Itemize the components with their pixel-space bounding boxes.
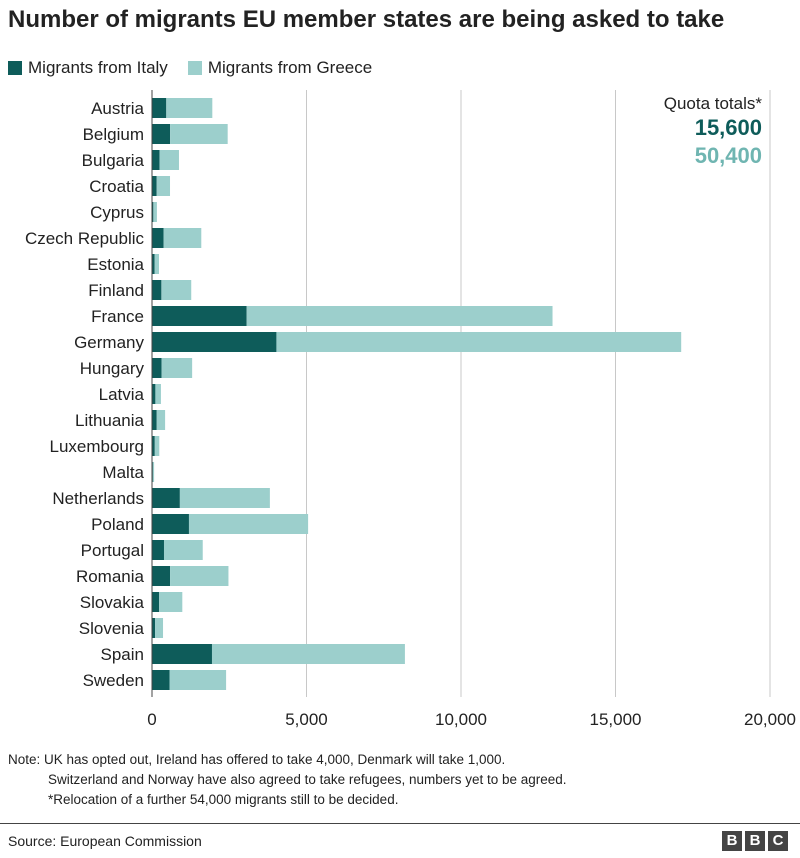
category-label: Lithuania [75,411,145,430]
bar-bulgaria-italy [152,150,160,170]
bar-poland-greece [188,514,309,534]
bar-germany-greece [276,332,682,352]
legend: Migrants from Italy Migrants from Greece [8,58,392,78]
legend-item-italy: Migrants from Italy [8,58,168,78]
quota-totals: Quota totals* 15,600 50,400 [664,94,762,170]
bar-slovakia-italy [152,592,160,612]
bar-netherlands-italy [152,488,180,508]
bar-spain-italy [152,644,212,664]
bar-luxembourg-italy [152,436,155,456]
bar-sweden-italy [152,670,170,690]
category-label: Malta [102,463,144,482]
category-label: Spain [101,645,144,664]
bar-france-greece [246,306,553,326]
bar-belgium-italy [152,124,171,144]
category-label: Sweden [83,671,144,690]
legend-label-greece: Migrants from Greece [207,58,373,77]
category-label: Portugal [81,541,144,560]
bar-netherlands-greece [179,488,270,508]
bar-portugal-greece [163,540,203,560]
quota-italy-total: 15,600 [694,115,762,140]
category-label: Germany [74,333,144,352]
bar-croatia-italy [152,176,157,196]
legend-label-italy: Migrants from Italy [28,58,168,77]
bar-cyprus-italy [152,202,154,222]
category-label: Netherlands [52,489,144,508]
category-label: Bulgaria [82,151,145,170]
legend-swatch-italy [8,61,22,75]
bar-slovakia-greece [159,592,183,612]
category-label: Croatia [89,177,144,196]
category-label: Poland [91,515,144,534]
bar-latvia-italy [152,384,156,404]
chart-title: Number of migrants EU member states are … [8,6,725,33]
bbc-logo-letter-1: B [722,831,742,851]
bar-slovenia-italy [152,618,156,638]
category-label: France [91,307,144,326]
bar-estonia-italy [152,254,155,274]
bar-portugal-italy [152,540,164,560]
bbc-logo: B B C [722,831,788,851]
category-label: Hungary [80,359,145,378]
legend-item-greece: Migrants from Greece [187,58,373,78]
category-label: Slovenia [79,619,145,638]
bar-bulgaria-greece [159,150,179,170]
legend-swatch-greece [187,61,202,75]
bar-croatia-greece [156,176,171,196]
bar-sweden-greece [169,670,227,690]
category-label: Slovakia [80,593,145,612]
x-tick-label: 0 [147,710,156,729]
category-label: Cyprus [90,203,144,222]
bar-lithuania-italy [152,410,157,430]
category-label: Belgium [83,125,144,144]
bar-luxembourg-greece [154,436,160,456]
quota-label: Quota totals* [663,94,762,113]
note-line-1: Note: UK has opted out, Ireland has offe… [8,752,506,767]
bar-czech-republic-italy [152,228,164,248]
x-tick-label: 10,000 [435,710,487,729]
bar-hungary-italy [152,358,162,378]
source-text: Source: European Commission [8,833,202,849]
bar-poland-italy [152,514,189,534]
category-label: Luxembourg [49,437,144,456]
bar-romania-italy [152,566,171,586]
x-tick-label: 20,000 [744,710,796,729]
quota-greece-total: 50,400 [694,143,762,168]
bar-germany-italy [152,332,277,352]
bar-hungary-greece [161,358,193,378]
category-label: Latvia [99,385,145,404]
note-line-3: *Relocation of a further 54,000 migrants… [48,792,399,807]
bar-finland-italy [152,280,162,300]
category-label: Austria [91,99,144,118]
bar-romania-greece [170,566,229,586]
footer-divider [0,823,800,824]
bar-slovenia-greece [155,618,164,638]
category-label: Romania [76,567,145,586]
bar-finland-greece [161,280,192,300]
bar-austria-greece [166,98,213,118]
bbc-logo-letter-3: C [768,831,788,851]
category-label: Estonia [87,255,144,274]
bar-spain-greece [211,644,405,664]
note-line-2: Switzerland and Norway have also agreed … [48,772,567,787]
bar-cyprus-greece [153,202,157,222]
notes: Note: UK has opted out, Ireland has offe… [8,750,567,810]
bar-czech-republic-greece [163,228,202,248]
bar-lithuania-greece [156,410,166,430]
x-tick-label: 5,000 [285,710,328,729]
category-label: Finland [88,281,144,300]
bar-france-italy [152,306,247,326]
bar-chart: 0 5,000 10,000 15,000 20,000 Austria Belgium Bu… [25,90,796,729]
bar-belgium-greece [170,124,228,144]
bar-malta-greece [152,462,155,482]
bar-estonia-greece [154,254,159,274]
bbc-logo-letter-2: B [745,831,765,851]
category-label: Czech Republic [25,229,145,248]
bar-austria-italy [152,98,167,118]
x-tick-label: 15,000 [590,710,642,729]
bar-latvia-greece [155,384,161,404]
